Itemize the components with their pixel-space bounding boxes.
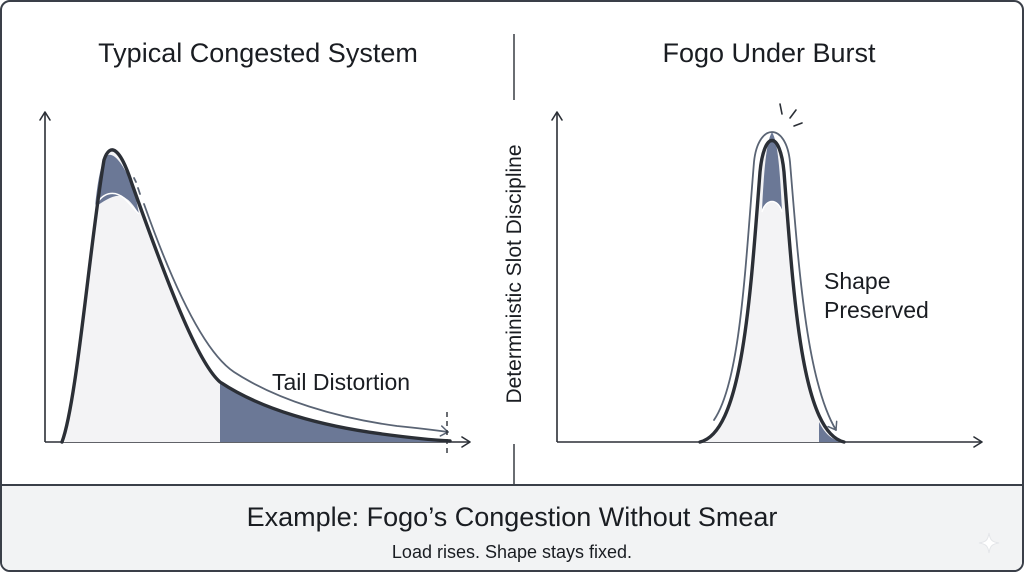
divider-label: Deterministic Slot Discipline bbox=[503, 136, 527, 412]
right-panel-title: Fogo Under Burst bbox=[662, 38, 876, 68]
tail-distortion-label: Tail Distortion bbox=[272, 369, 411, 395]
shape-preserved-line-1: Shape bbox=[824, 268, 891, 294]
left-tail-distortion-region bbox=[220, 382, 450, 442]
right-panel-graph bbox=[551, 103, 983, 448]
right-curve-light-fill bbox=[700, 140, 844, 442]
right-shape-flow-arrow bbox=[713, 131, 838, 431]
footer-subtitle: Load rises. Shape stays fixed. bbox=[391, 542, 633, 562]
shape-preserved-line-2: Preserved bbox=[824, 297, 929, 323]
left-panel-title: Typical Congested System bbox=[98, 38, 418, 68]
right-inner-curve bbox=[761, 200, 783, 213]
burst-spark-mark-1 bbox=[779, 103, 783, 115]
left-tail-flow-arrow bbox=[143, 203, 449, 437]
footer-title: Example: Fogo’s Congestion Without Smear bbox=[246, 502, 778, 532]
left-panel-graph bbox=[39, 111, 471, 456]
left-peak-distortion-band bbox=[95, 154, 139, 214]
left-flow-dash-2 bbox=[133, 177, 137, 183]
right-tail-sliver bbox=[819, 422, 844, 442]
left-outer-curve bbox=[60, 148, 452, 444]
shape-preserved-label: Shape Preserved bbox=[824, 267, 929, 325]
burst-spark-mark-3 bbox=[793, 122, 803, 127]
right-peak-band bbox=[762, 132, 782, 210]
right-bell-curve bbox=[698, 139, 846, 444]
left-flow-dash bbox=[137, 187, 141, 195]
sparkle-icon bbox=[978, 532, 1000, 554]
footer-caption: Example: Fogo’s Congestion Without Smear… bbox=[2, 484, 1022, 570]
left-curve-light-fill bbox=[62, 149, 220, 442]
burst-spark-mark-2 bbox=[789, 109, 797, 119]
